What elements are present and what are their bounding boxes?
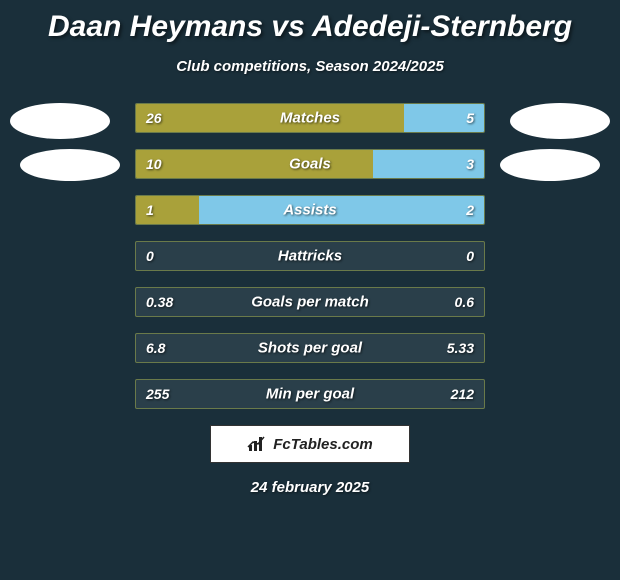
bar-right bbox=[199, 196, 484, 224]
value-right: 0.6 bbox=[455, 294, 474, 310]
bar-left bbox=[136, 150, 373, 178]
value-right: 5.33 bbox=[447, 340, 474, 356]
source-badge: FcTables.com bbox=[210, 425, 410, 463]
stat-row: 0.38 0.6 Goals per match bbox=[135, 287, 485, 317]
player2-avatar-placeholder-1 bbox=[510, 103, 610, 139]
value-left: 1 bbox=[146, 202, 154, 218]
stat-rows-container: 26 5 Matches 10 3 Goals 1 2 Assists 0 0 Hattricks 0.… bbox=[135, 103, 485, 409]
player1-avatar-placeholder-1 bbox=[10, 103, 110, 139]
subtitle: Club competitions, Season 2024/2025 bbox=[0, 58, 620, 75]
stat-label: Hattricks bbox=[278, 248, 342, 265]
value-left: 0 bbox=[146, 248, 154, 264]
stat-row: 6.8 5.33 Shots per goal bbox=[135, 333, 485, 363]
stat-label: Shots per goal bbox=[258, 340, 362, 357]
page-title: Daan Heymans vs Adedeji-Sternberg bbox=[0, 0, 620, 44]
stat-row: 255 212 Min per goal bbox=[135, 379, 485, 409]
stat-row: 0 0 Hattricks bbox=[135, 241, 485, 271]
date-label: 24 february 2025 bbox=[0, 479, 620, 496]
stat-label: Goals per match bbox=[251, 294, 369, 311]
bar-left bbox=[136, 104, 404, 132]
value-right: 5 bbox=[466, 110, 474, 126]
stat-row: 1 2 Assists bbox=[135, 195, 485, 225]
value-left: 26 bbox=[146, 110, 162, 126]
value-left: 6.8 bbox=[146, 340, 165, 356]
source-label: FcTables.com bbox=[273, 436, 372, 453]
value-left: 0.38 bbox=[146, 294, 173, 310]
value-right: 3 bbox=[466, 156, 474, 172]
stat-row: 10 3 Goals bbox=[135, 149, 485, 179]
stat-label: Goals bbox=[289, 156, 331, 173]
value-right: 2 bbox=[466, 202, 474, 218]
comparison-chart: 26 5 Matches 10 3 Goals 1 2 Assists 0 0 Hattricks 0.… bbox=[0, 103, 620, 409]
stat-label: Assists bbox=[283, 202, 336, 219]
chart-icon bbox=[247, 435, 267, 453]
player1-avatar-placeholder-2 bbox=[20, 149, 120, 181]
stat-row: 26 5 Matches bbox=[135, 103, 485, 133]
value-left: 10 bbox=[146, 156, 162, 172]
player2-avatar-placeholder-2 bbox=[500, 149, 600, 181]
value-right: 212 bbox=[451, 386, 474, 402]
value-right: 0 bbox=[466, 248, 474, 264]
stat-label: Matches bbox=[280, 110, 340, 127]
value-left: 255 bbox=[146, 386, 169, 402]
stat-label: Min per goal bbox=[266, 386, 354, 403]
